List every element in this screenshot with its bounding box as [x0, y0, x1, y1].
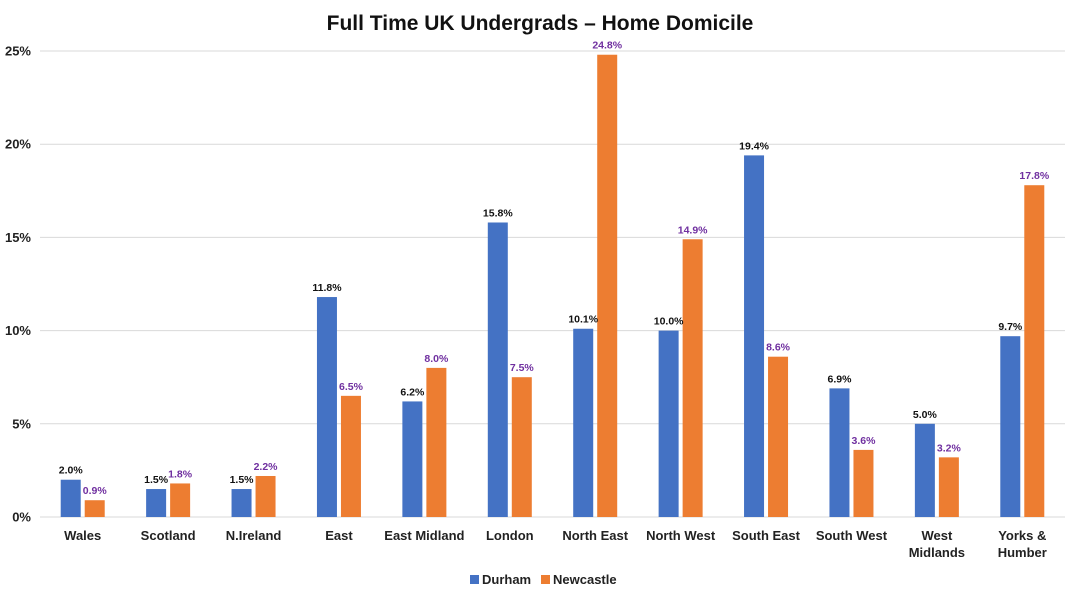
y-tick-label: 25%: [5, 44, 31, 59]
legend-label-durham: Durham: [482, 572, 531, 587]
legend-swatch-durham: [470, 575, 479, 584]
bar-newcastle: [340, 395, 361, 517]
bar-newcastle: [511, 377, 532, 517]
bar-newcastle: [84, 500, 105, 517]
data-label-newcastle: 3.6%: [851, 435, 876, 447]
bar-durham: [316, 297, 337, 517]
bar-durham: [658, 330, 679, 517]
y-tick-label: 20%: [5, 137, 31, 152]
gridlines: [40, 50, 1065, 518]
chart-title: Full Time UK Undergrads – Home Domicile: [327, 12, 754, 35]
data-label-durham: 9.7%: [998, 321, 1023, 333]
bar-durham: [573, 328, 594, 517]
bar-newcastle: [255, 475, 276, 517]
y-tick-label: 15%: [5, 230, 31, 245]
data-label-newcastle: 2.2%: [254, 461, 279, 473]
x-tick-label: West: [921, 528, 952, 543]
x-tick-label: North East: [562, 528, 628, 543]
data-label-newcastle: 24.8%: [592, 40, 622, 52]
bar-durham: [744, 155, 765, 517]
x-tick-label: Humber: [998, 545, 1047, 560]
data-label-newcastle: 7.5%: [510, 362, 535, 374]
bar-durham: [60, 479, 81, 517]
bar-newcastle: [768, 356, 789, 517]
bar-durham: [914, 423, 935, 517]
x-tick-label: East: [325, 528, 353, 543]
x-tick-label: Wales: [64, 528, 101, 543]
x-tick-label: Scotland: [141, 528, 196, 543]
data-label-newcastle: 8.0%: [424, 353, 449, 365]
data-label-durham: 6.2%: [400, 386, 425, 398]
x-tick-label: South East: [732, 528, 801, 543]
bar-newcastle: [170, 483, 191, 517]
data-label-durham: 10.0%: [654, 316, 684, 328]
data-label-newcastle: 14.9%: [678, 224, 708, 236]
data-label-newcastle: 17.8%: [1019, 170, 1049, 182]
bar-newcastle: [853, 449, 874, 517]
bar-durham: [829, 388, 850, 517]
data-label-newcastle: 6.5%: [339, 381, 364, 393]
data-label-durham: 2.0%: [59, 465, 84, 477]
data-label-durham: 5.0%: [913, 409, 938, 421]
legend: Durham Newcastle: [470, 572, 617, 587]
y-axis-ticks: 0% 5% 10% 15% 20% 25%: [5, 44, 31, 525]
y-tick-label: 10%: [5, 323, 31, 338]
data-label-durham: 19.4%: [739, 140, 769, 152]
bar-durham: [1000, 336, 1021, 517]
x-tick-label: N.Ireland: [226, 528, 282, 543]
bar-newcastle: [938, 457, 959, 517]
x-tick-label: Yorks &: [998, 528, 1046, 543]
legend-label-newcastle: Newcastle: [553, 572, 617, 587]
legend-swatch-newcastle: [541, 575, 550, 584]
x-tick-label: North West: [646, 528, 716, 543]
x-axis-ticks: Wales Scotland N.Ireland East East Midland Lo…: [64, 528, 1047, 560]
bar-newcastle: [682, 239, 703, 517]
bar-durham: [487, 222, 508, 517]
bar-newcastle: [597, 54, 618, 518]
bar-newcastle: [426, 367, 447, 517]
data-label-newcastle: 8.6%: [766, 342, 791, 354]
bar-durham: [231, 489, 252, 517]
data-label-durham: 1.5%: [230, 474, 255, 486]
y-tick-label: 0%: [12, 510, 31, 525]
data-label-durham: 10.1%: [568, 314, 598, 326]
data-label-durham: 6.9%: [827, 373, 852, 385]
data-label-newcastle: 1.8%: [168, 468, 193, 480]
y-tick-label: 5%: [12, 416, 31, 431]
data-labels: 2.0%0.9%1.5% 1.8% 1.5%2.2%11.8%6.5% 6.2%8.0…: [59, 40, 1050, 497]
x-tick-label: Midlands: [909, 545, 965, 560]
bars: [60, 54, 1045, 518]
x-tick-label: London: [486, 528, 534, 543]
data-label-durham: 1.5%: [144, 474, 169, 486]
bar-newcastle: [1024, 185, 1045, 517]
data-label-newcastle: 3.2%: [937, 442, 962, 454]
bar-durham: [402, 401, 423, 517]
data-label-durham: 11.8%: [312, 282, 342, 294]
data-label-newcastle: 0.9%: [83, 485, 108, 497]
x-tick-label: East Midland: [384, 528, 464, 543]
data-label-durham: 15.8%: [483, 207, 513, 219]
bar-durham: [146, 489, 167, 517]
x-tick-label: South West: [816, 528, 888, 543]
